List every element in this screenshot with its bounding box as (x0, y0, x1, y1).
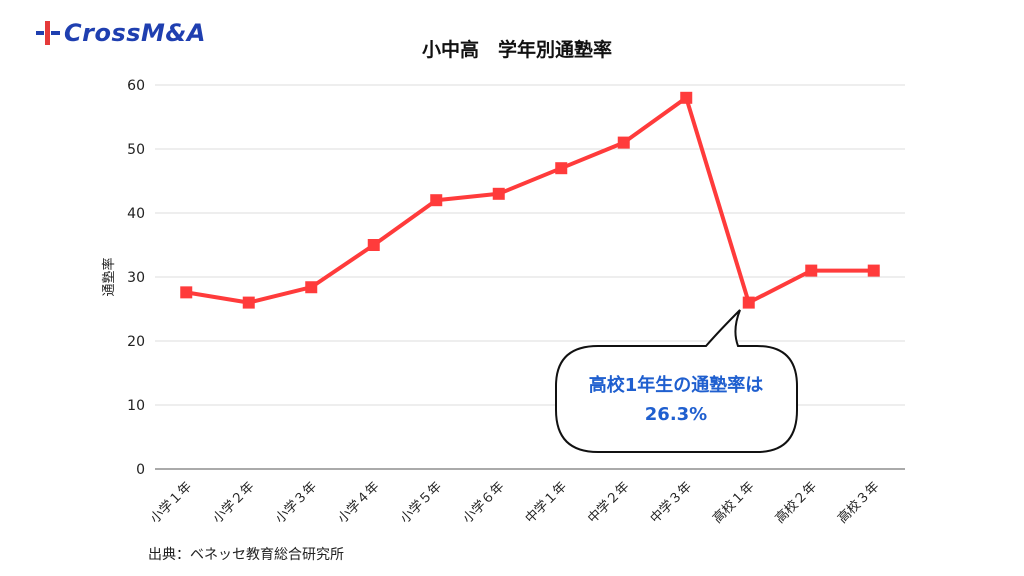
logo-text: CrossM&A (64, 19, 206, 47)
y-tick-label: 30 (127, 270, 145, 286)
x-tick-label: 中学１年 (522, 479, 570, 527)
x-tick-label: 中学３年 (647, 479, 695, 527)
data-point-marker (305, 281, 318, 294)
x-tick-label: 高校２年 (772, 479, 820, 527)
callout-bubble: 高校1年生の通塾率は 26.3% (555, 309, 798, 453)
data-point-marker (867, 264, 880, 277)
gridlines (155, 84, 905, 406)
y-tick-label: 40 (127, 206, 145, 222)
x-tick-label: 高校１年 (709, 479, 757, 527)
crossma-logo: CrossM&A (36, 18, 206, 48)
x-tick-label: 高校３年 (834, 479, 882, 527)
data-point-marker (242, 296, 255, 309)
data-point-marker (555, 162, 568, 175)
x-tick-label: 中学２年 (584, 479, 632, 527)
data-point-marker (805, 264, 818, 277)
y-axis-label: 通塾率 (101, 257, 117, 296)
series-line (185, 95, 874, 305)
y-tick-label: 20 (127, 334, 145, 350)
data-point-marker (367, 239, 380, 251)
callout-line-1: 高校1年生の通塾率は (589, 374, 764, 396)
callout-line-2: 26.3% (645, 404, 707, 425)
source-note: 出典：ベネッセ教育総合研究所 (148, 547, 344, 563)
x-tick-label: 小学３年 (272, 479, 320, 527)
y-tick-label: 0 (136, 462, 145, 478)
x-tick-label: 小学５年 (397, 479, 445, 527)
y-tick-label: 50 (127, 142, 145, 158)
x-tick-label: 小学４年 (334, 479, 382, 527)
x-tick-label: 小学６年 (459, 479, 507, 527)
y-tick-label: 10 (127, 398, 145, 414)
data-point-marker (680, 91, 693, 104)
y-tick-label: 60 (127, 78, 145, 94)
y-axis-ticks: 0 10 20 30 40 50 60 (127, 78, 145, 478)
data-point-marker (180, 286, 193, 299)
data-point-marker (742, 296, 755, 309)
x-tick-label: 小学１年 (147, 479, 195, 527)
chart-title: 小中高 学年別通塾率 (422, 38, 612, 61)
data-point-marker (617, 136, 630, 149)
data-point-marker (430, 194, 443, 207)
x-tick-label: 小学２年 (209, 479, 257, 527)
cross-plus-icon (36, 21, 60, 45)
series-group (180, 91, 880, 309)
data-point-marker (492, 187, 505, 200)
x-axis-ticks: 小学１年 小学２年 小学３年 小学４年 小学５年 小学６年 中学１年 中学２年 中学３年 高校１年… (147, 479, 883, 527)
